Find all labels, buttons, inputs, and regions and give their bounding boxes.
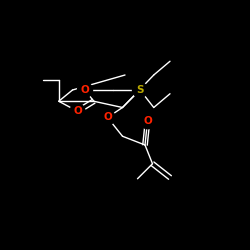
Text: O: O [73,106,82,116]
Circle shape [70,104,85,119]
Circle shape [140,114,155,129]
Text: O: O [143,116,152,126]
Text: O: O [80,85,90,95]
Text: O: O [103,112,112,122]
Text: S: S [136,85,144,95]
Circle shape [78,82,92,98]
Circle shape [132,82,148,98]
Circle shape [100,110,115,125]
